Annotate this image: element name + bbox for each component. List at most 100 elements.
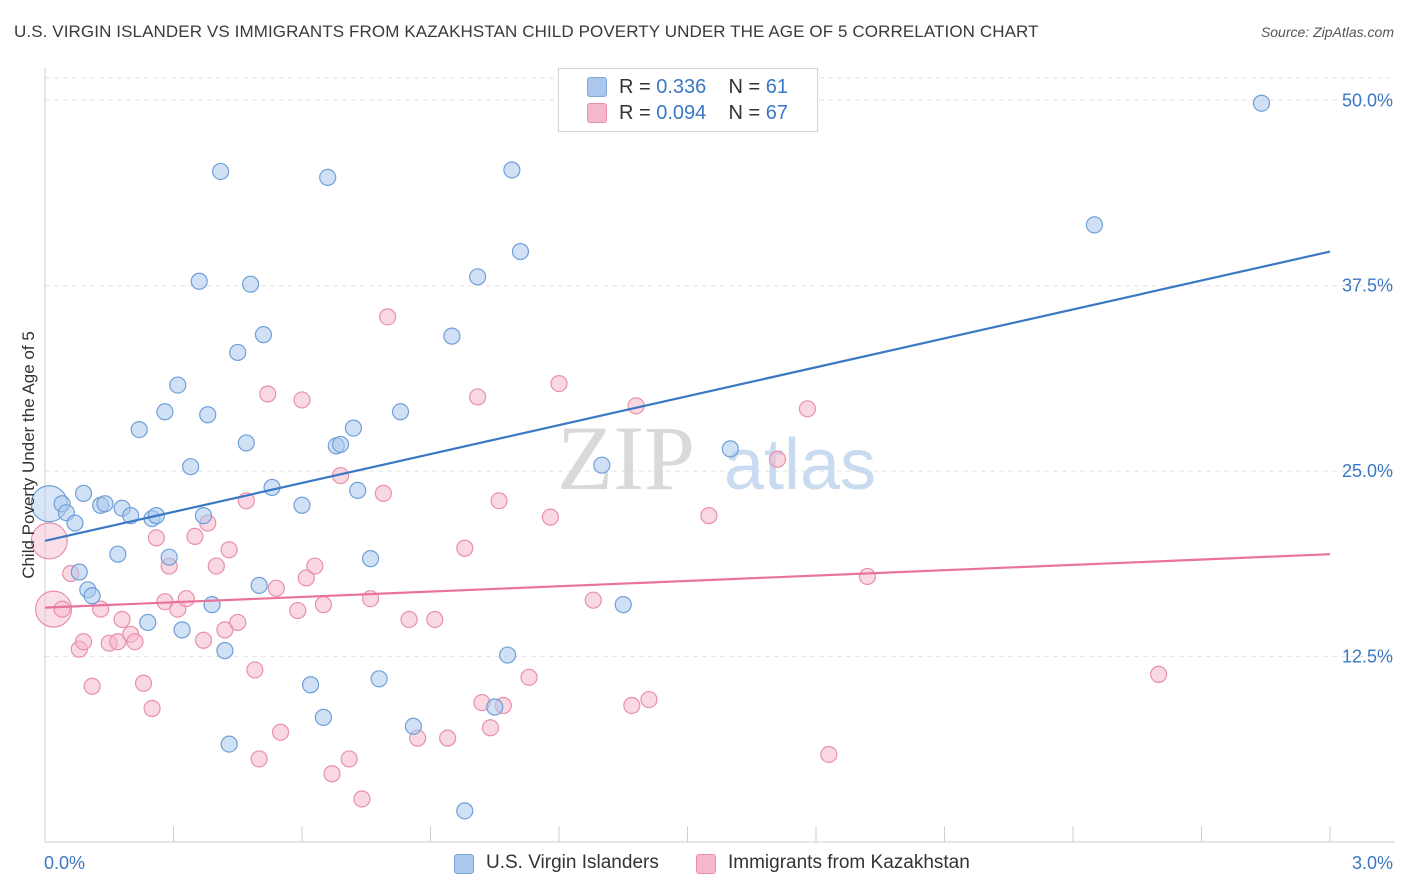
kazakhstan-point — [768, 450, 787, 468]
kazakhstan-point — [798, 400, 817, 418]
kazakhstan-point — [229, 613, 247, 632]
bottom-legend-swatch-pink — [696, 854, 716, 874]
virgin-islanders-point — [156, 403, 174, 421]
kazakhstan-point — [306, 557, 324, 575]
virgin-islanders-point — [344, 419, 362, 437]
kazakhstan-point — [109, 633, 127, 651]
series-kazakhstan-points — [30, 308, 1168, 808]
legend-r-label: R = — [619, 76, 657, 98]
kazakhstan-point — [314, 596, 333, 614]
virgin-islanders-point — [66, 514, 84, 532]
kazakhstan-point — [550, 375, 568, 393]
virgin-islanders-point — [511, 242, 530, 261]
virgin-islanders-point — [190, 272, 208, 290]
virgin-islanders-point — [254, 326, 273, 344]
watermark-atlas: atlas — [724, 425, 876, 505]
y-tick-label: 12.5% — [1342, 647, 1393, 667]
virgin-islanders-point — [469, 268, 487, 286]
watermark-zip: ZIP — [557, 407, 695, 509]
virgin-islanders-point — [74, 484, 93, 502]
kazakhstan-point — [323, 765, 341, 783]
legend-swatch-blue — [587, 77, 607, 97]
kazakhstan-point — [177, 590, 195, 608]
kazakhstan-point — [820, 745, 838, 764]
kazakhstan-point — [858, 567, 877, 586]
virgin-islanders-point — [443, 327, 461, 345]
virgin-islanders-point — [456, 802, 474, 820]
virgin-islanders-point — [314, 708, 333, 726]
virgin-islanders-point — [486, 698, 504, 716]
virgin-islanders-point — [83, 587, 101, 605]
kazakhstan-point — [113, 610, 131, 629]
chart-title: U.S. VIRGIN ISLANDER VS IMMIGRANTS FROM … — [14, 22, 1039, 41]
x-tick-labels: 0.0% 3.0% — [44, 853, 1393, 873]
virgin-islanders-point — [349, 481, 367, 500]
kazakhstan-point — [520, 668, 538, 686]
kazakhstan-point — [83, 677, 101, 695]
virgin-islanders-point — [391, 403, 410, 421]
legend-r-label: R = — [619, 102, 657, 124]
virgin-islanders-point — [182, 458, 200, 476]
trend-lines — [44, 250, 1331, 609]
legend-n-label: N = — [728, 102, 766, 124]
virgin-islanders-point — [499, 646, 517, 664]
virgin-islanders-point — [173, 621, 191, 639]
kazakhstan-point — [700, 507, 718, 525]
y-tick-labels: 12.5% 25.0% 37.5% 50.0% — [1342, 90, 1393, 666]
virgin-islanders-point — [199, 406, 217, 424]
kazakhstan-point — [481, 719, 500, 737]
virgin-islanders-point — [614, 596, 632, 614]
virgin-islanders-point — [203, 596, 221, 614]
virgin-islanders-point — [250, 576, 268, 594]
virgin-islanders-point — [503, 161, 521, 179]
kazakhstan-point — [439, 729, 457, 747]
bottom-legend-label: Immigrants from Kazakhstan — [728, 852, 970, 873]
virgin-islanders-point — [229, 343, 247, 362]
virgin-islanders-point — [109, 545, 127, 563]
bottom-legend-swatch-blue — [454, 854, 474, 874]
kazakhstan-point — [259, 385, 277, 403]
kazakhstan-point — [126, 633, 144, 651]
kazakhstan-point — [456, 539, 474, 557]
correlation-legend: R = 0.336 N = 61 R = 0.094 N = 67 — [558, 68, 818, 132]
virgin-islanders-point — [593, 456, 611, 474]
virgin-islanders-point — [301, 676, 320, 694]
virgin-islanders-point — [169, 376, 187, 394]
bottom-legend-label: U.S. Virgin Islanders — [486, 852, 659, 873]
kazakhstan-point — [194, 631, 213, 649]
kazakhstan-point — [469, 388, 487, 406]
kazakhstan-point — [271, 723, 290, 741]
kazakhstan-point — [186, 527, 204, 546]
trend-line-kazakhstan — [44, 553, 1331, 609]
kazakhstan-point — [297, 569, 315, 587]
y-axis-label: Child Poverty Under the Age of 5 — [19, 331, 38, 579]
kazakhstan-point — [246, 661, 264, 679]
kazakhstan-point — [53, 600, 71, 618]
y-tick-label: 50.0% — [1342, 90, 1393, 110]
virgin-islanders-point — [139, 613, 157, 632]
virgin-islanders-point — [216, 642, 234, 660]
kazakhstan-point — [147, 529, 165, 547]
kazakhstan-point — [250, 750, 268, 768]
kazakhstan-point — [289, 601, 307, 620]
virgin-islanders-point — [220, 735, 238, 753]
series-virgin-islanders-points — [30, 94, 1271, 820]
trend-line-virgin-islanders — [44, 250, 1331, 542]
source-credit: Source: ZipAtlas.com — [1260, 24, 1394, 40]
virgin-islanders-point — [194, 507, 213, 525]
kazakhstan-point — [490, 492, 508, 510]
watermark: ZIP atlas — [557, 407, 876, 509]
kazakhstan-point — [293, 391, 311, 409]
y-tick-label: 37.5% — [1342, 276, 1393, 296]
virgin-islanders-point — [96, 495, 114, 513]
virgin-islanders-point — [331, 435, 350, 454]
legend-n-value: 67 — [765, 102, 789, 124]
virgin-islanders-point — [1085, 216, 1104, 234]
kazakhstan-point — [541, 508, 560, 526]
virgin-islanders-point — [1252, 94, 1271, 112]
legend-r-value: 0.336 — [656, 76, 707, 98]
kazakhstan-point — [220, 541, 238, 559]
kazakhstan-point — [143, 699, 161, 718]
kazakhstan-point — [340, 750, 358, 768]
virgin-islanders-point — [319, 168, 337, 186]
